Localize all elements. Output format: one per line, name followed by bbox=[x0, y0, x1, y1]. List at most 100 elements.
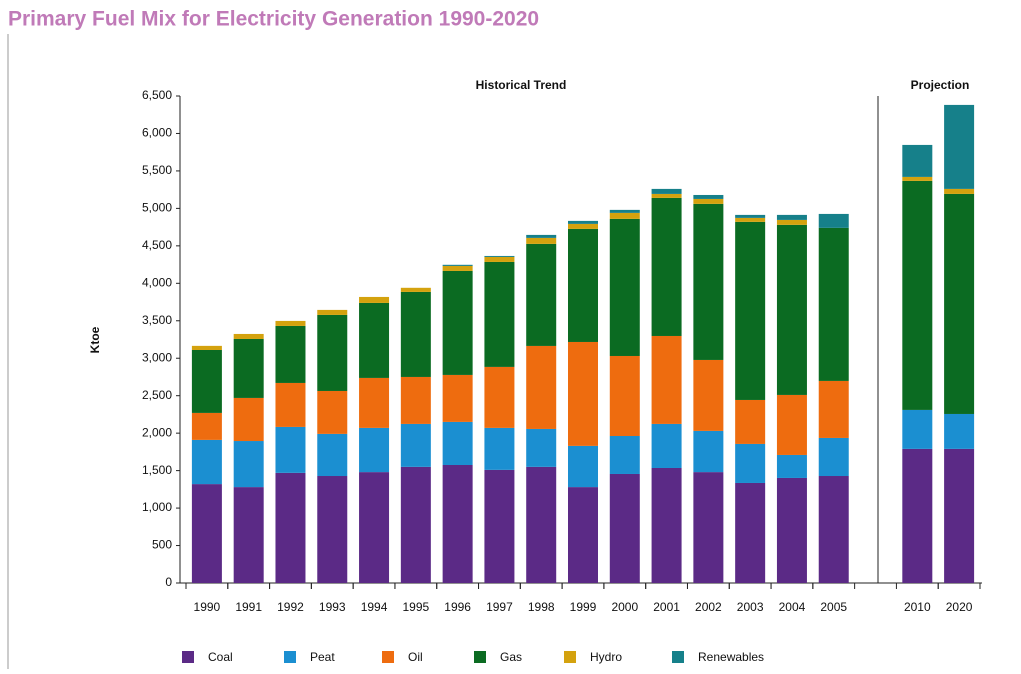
y-tick-label: 2,000 bbox=[142, 425, 172, 439]
y-tick-label: 2,500 bbox=[142, 388, 172, 402]
bar-segment bbox=[442, 464, 473, 583]
bar-segment bbox=[275, 325, 306, 383]
bar-segment bbox=[400, 423, 431, 467]
bar-segment bbox=[191, 345, 222, 350]
bar-segment bbox=[651, 423, 682, 468]
chart-title: Primary Fuel Mix for Electricity Generat… bbox=[8, 8, 539, 31]
bar-segment bbox=[233, 333, 264, 339]
legend-swatch bbox=[564, 651, 576, 663]
bar-segment bbox=[944, 448, 975, 583]
x-tick-label: 1994 bbox=[361, 600, 388, 614]
bar-segment bbox=[317, 309, 348, 315]
bar-segment bbox=[693, 359, 724, 431]
x-tick-label: 2001 bbox=[653, 600, 680, 614]
bar-segment bbox=[484, 469, 515, 583]
bar-segment bbox=[944, 413, 975, 449]
legend-label: Gas bbox=[500, 650, 522, 664]
bar-segment bbox=[776, 219, 807, 225]
bar-segment bbox=[651, 197, 682, 336]
bar-segment bbox=[902, 176, 933, 181]
bar-segment bbox=[317, 476, 348, 583]
bar-segment bbox=[693, 472, 724, 583]
bar-segment bbox=[442, 421, 473, 465]
bar-segment bbox=[484, 366, 515, 428]
bar-segment bbox=[526, 345, 557, 429]
bar-segment bbox=[651, 188, 682, 194]
bar-segment bbox=[818, 437, 849, 477]
legend-swatch bbox=[672, 651, 684, 663]
y-tick-label: 3,500 bbox=[142, 313, 172, 327]
bar-segment bbox=[735, 221, 766, 400]
bar-segment bbox=[317, 433, 348, 477]
bar-segment bbox=[400, 291, 431, 377]
bar-segment bbox=[400, 466, 431, 583]
bar-segment bbox=[609, 218, 640, 356]
bar-segment bbox=[944, 104, 975, 189]
x-tick-label: 1993 bbox=[319, 600, 346, 614]
y-tick-label: 6,000 bbox=[142, 126, 172, 140]
bar-segment bbox=[735, 217, 766, 222]
bar-segment bbox=[776, 477, 807, 583]
bar-segment bbox=[735, 482, 766, 583]
legend-swatch bbox=[382, 651, 394, 663]
legend-label: Coal bbox=[208, 650, 233, 664]
bar-segment bbox=[233, 397, 264, 442]
bar-segment bbox=[359, 302, 390, 378]
bar-segment bbox=[651, 467, 682, 583]
x-tick-label: 1997 bbox=[486, 600, 513, 614]
x-tick-label: 1996 bbox=[444, 600, 471, 614]
bar-segment bbox=[568, 341, 598, 446]
bar-segment bbox=[442, 265, 473, 271]
legend-label: Hydro bbox=[590, 650, 622, 664]
bar-segment bbox=[484, 261, 515, 367]
bar-segment bbox=[233, 338, 264, 398]
x-tick-label: 2010 bbox=[904, 600, 931, 614]
y-tick-label: 3,000 bbox=[142, 350, 172, 364]
bar-segment bbox=[359, 427, 390, 473]
x-tick-label: 2002 bbox=[695, 600, 722, 614]
bar-segment bbox=[317, 314, 348, 391]
bar-segment bbox=[693, 198, 724, 204]
legend-label: Oil bbox=[408, 650, 423, 664]
bar-segment bbox=[609, 473, 640, 583]
bar-segment bbox=[609, 355, 640, 437]
bar-segment bbox=[568, 487, 598, 583]
bar-segment bbox=[484, 255, 515, 257]
bar-segment bbox=[526, 428, 557, 467]
bar-segment bbox=[359, 472, 390, 583]
bar-segment bbox=[651, 193, 682, 198]
bar-segment bbox=[317, 390, 348, 434]
y-tick-label: 1,500 bbox=[142, 463, 172, 477]
bar-segment bbox=[693, 430, 724, 473]
bar-segment bbox=[568, 223, 598, 229]
x-tick-label: 1991 bbox=[235, 600, 262, 614]
bar-segment bbox=[191, 412, 222, 440]
x-tick-label: 1990 bbox=[194, 600, 221, 614]
bar-segment bbox=[191, 484, 222, 583]
bar-segment bbox=[233, 487, 264, 583]
bar-segment bbox=[191, 439, 222, 485]
bar-segment bbox=[275, 472, 306, 583]
bar-segment bbox=[609, 209, 640, 213]
bar-segment bbox=[233, 441, 264, 488]
legend-label: Renewables bbox=[698, 650, 764, 664]
legend-swatch bbox=[182, 651, 194, 663]
bar-segment bbox=[735, 399, 766, 444]
x-tick-label: 2000 bbox=[611, 600, 638, 614]
bar-segment bbox=[693, 194, 724, 199]
bar-segment bbox=[484, 427, 515, 470]
bar-segment bbox=[526, 237, 557, 244]
bar-segment bbox=[776, 224, 807, 395]
legend-swatch bbox=[474, 651, 486, 663]
y-tick-label: 1,000 bbox=[142, 500, 172, 514]
bar-segment bbox=[526, 466, 557, 583]
bar-segment bbox=[776, 394, 807, 455]
bar-segment bbox=[568, 220, 598, 224]
x-tick-label: 1999 bbox=[570, 600, 597, 614]
y-tick-label: 4,000 bbox=[142, 275, 172, 289]
bar-segment bbox=[609, 212, 640, 219]
bar-segment bbox=[191, 349, 222, 413]
bar-segment bbox=[818, 213, 849, 228]
y-axis-label: Ktoe bbox=[88, 326, 102, 353]
